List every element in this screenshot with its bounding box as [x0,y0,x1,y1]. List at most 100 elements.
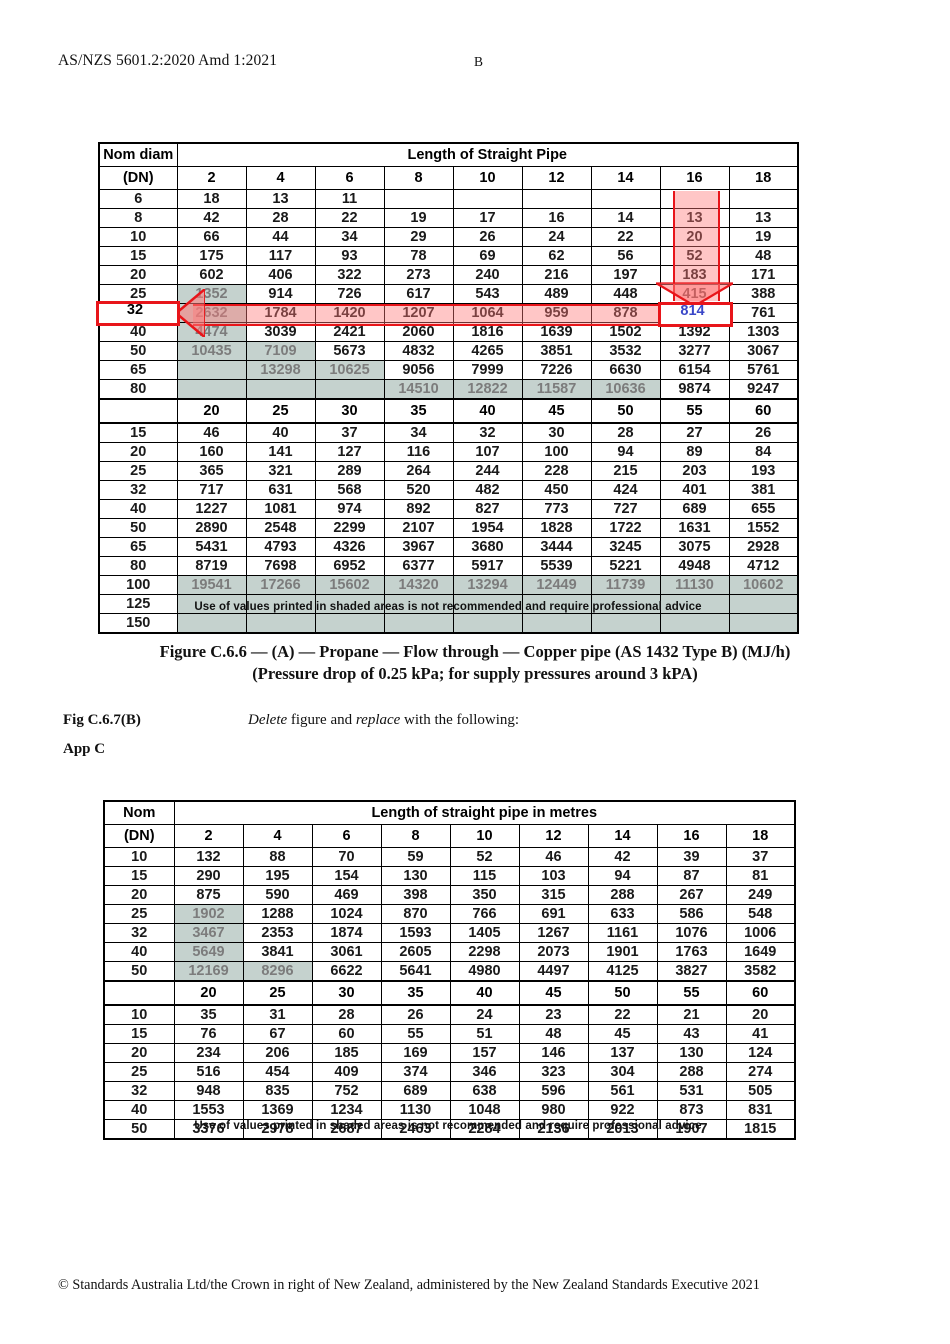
cell-dn100-len35: 14320 [383,575,454,595]
table-row: 20 875 590 469 398 350 315 288 267 249 [103,885,796,905]
length-header-12: 12 [518,824,589,848]
cell-dn20-len6: 322 [314,265,385,285]
cell-dn25-len10: 766 [449,904,520,924]
cell-dn20-len16: 267 [656,885,727,905]
page-section-mark: B [474,54,484,69]
table-row: 6 18 13 11 [98,189,799,209]
cell-dn50-len8: 5641 [380,961,451,982]
cell-dn80-len20: 8719 [176,556,247,576]
cell-dn40-len25: 1369 [242,1100,313,1120]
cell-dn10-len10: 26 [452,227,523,247]
corner-blank [103,980,175,1006]
cell-dn15-len40: 32 [452,422,523,443]
cell-dn100-len45: 12449 [521,575,592,595]
row-label-dn-8: 8 [98,208,178,228]
cell-dn40-len20: 1553 [173,1100,244,1120]
cell-dn20-len4: 406 [245,265,316,285]
table-row: 20 160 141 127 116 107 100 94 89 84 [98,442,799,462]
cell-dn15-len20: 46 [176,422,247,443]
cell-dn20-len10: 240 [452,265,523,285]
length-header-55: 55 [659,398,730,424]
cell-dn40-len2: 5649 [173,942,244,962]
cell-dn50-len18: 3582 [725,961,796,982]
cell-dn65-len30: 4326 [314,537,385,557]
cell-dn20-len10: 350 [449,885,520,905]
row-label-dn-80: 80 [98,379,178,400]
cell-dn20-len2: 875 [173,885,244,905]
cell-dn6-len8 [383,189,454,209]
cell-dn50-len50: 2013 [587,1119,658,1140]
length-header-45: 45 [518,980,589,1006]
cell-dn32-len10: 1064 [452,303,523,323]
cell-dn15-len25: 67 [242,1024,313,1044]
cell-dn15-len35: 55 [380,1024,451,1044]
cell-dn10-len14: 42 [587,847,658,867]
cell-dn8-len6: 22 [314,208,385,228]
table2: Nom Length of straight pipe in metres (DN)… [103,800,796,1140]
cell-dn20-len8: 273 [383,265,454,285]
cell-dn25-len55: 203 [659,461,730,481]
cell-dn25-len18: 388 [728,284,799,304]
cell-dn40-len14: 1502 [590,322,661,342]
cell-dn80-len10: 12822 [452,379,523,400]
cell-dn50-len12: 4497 [518,961,589,982]
cell-dn50-len2: 12169 [173,961,244,982]
cell-dn50-len4: 8296 [242,961,313,982]
cell-dn65-len18: 5761 [728,360,799,380]
cell-dn50-len55: 1631 [659,518,730,538]
table-row: 15 46 40 37 34 32 30 28 27 26 [98,422,799,443]
cell-dn20-len45: 100 [521,442,592,462]
cell-dn65-len4: 13298 [245,360,316,380]
row-label-dn-25: 25 [98,461,178,481]
cell-dn15-len35: 34 [383,422,454,443]
length-header-40: 40 [452,398,523,424]
cell-dn20-len30: 185 [311,1043,382,1063]
cell-dn32-len12: 1267 [518,923,589,943]
row-label-dn-15: 15 [103,866,175,886]
cell-dn20-len35: 116 [383,442,454,462]
cell-dn40-len8: 2605 [380,942,451,962]
cell-dn10-len30: 28 [311,1004,382,1025]
cell-dn50-len18: 3067 [728,341,799,361]
cell-dn15-len4: 117 [245,246,316,266]
cell-dn125-len55 [659,594,730,614]
table-row: 32 2632 1784 1420 1207 1064 959 878 814 761 [98,303,799,323]
cell-dn40-len16: 1763 [656,942,727,962]
cell-dn32-len55: 531 [656,1081,727,1101]
cell-dn40-len45: 980 [518,1100,589,1120]
cell-dn20-len40: 157 [449,1043,520,1063]
length-header-10: 10 [452,166,523,190]
cell-dn15-len40: 51 [449,1024,520,1044]
cell-dn20-len12: 315 [518,885,589,905]
table-row: 25 365 321 289 264 244 228 215 203 193 [98,461,799,481]
length-header-10: 10 [449,824,520,848]
cell-dn20-len30: 127 [314,442,385,462]
length-header-40: 40 [449,980,520,1006]
figure-caption-line2: (Pressure drop of 0.25 kPa; for supply p… [252,664,698,683]
cell-dn40-len4: 3841 [242,942,313,962]
cell-dn6-len16 [659,189,730,209]
cell-dn10-len10: 52 [449,847,520,867]
cell-dn32-len35: 689 [380,1081,451,1101]
length-header-25: 25 [242,980,313,1006]
cell-dn32-len8: 1593 [380,923,451,943]
cell-dn80-len25: 7698 [245,556,316,576]
cell-dn100-len60: 10602 [728,575,799,595]
table-row: 10 66 44 34 29 26 24 22 20 19 [98,227,799,247]
cell-dn25-len40: 346 [449,1062,520,1082]
cell-dn65-len12: 7226 [521,360,592,380]
cell-dn150-len40 [452,613,523,634]
cell-dn40-len40: 827 [452,499,523,519]
instruction-replace-word: replace [355,712,401,728]
table-row: 20 234 206 185 169 157 146 137 130 124 [103,1043,796,1063]
cell-dn80-len18: 9247 [728,379,799,400]
cell-dn25-len25: 321 [245,461,316,481]
corner-label-line2: (DN) [98,166,178,190]
cell-dn20-len8: 398 [380,885,451,905]
cell-dn32-len45: 596 [518,1081,589,1101]
cell-dn10-len60: 20 [725,1004,796,1025]
row-label-dn-50: 50 [103,961,175,982]
cell-dn32-len12: 959 [521,303,592,323]
cell-dn32-len8: 1207 [383,303,454,323]
cell-dn40-len25: 1081 [245,499,316,519]
